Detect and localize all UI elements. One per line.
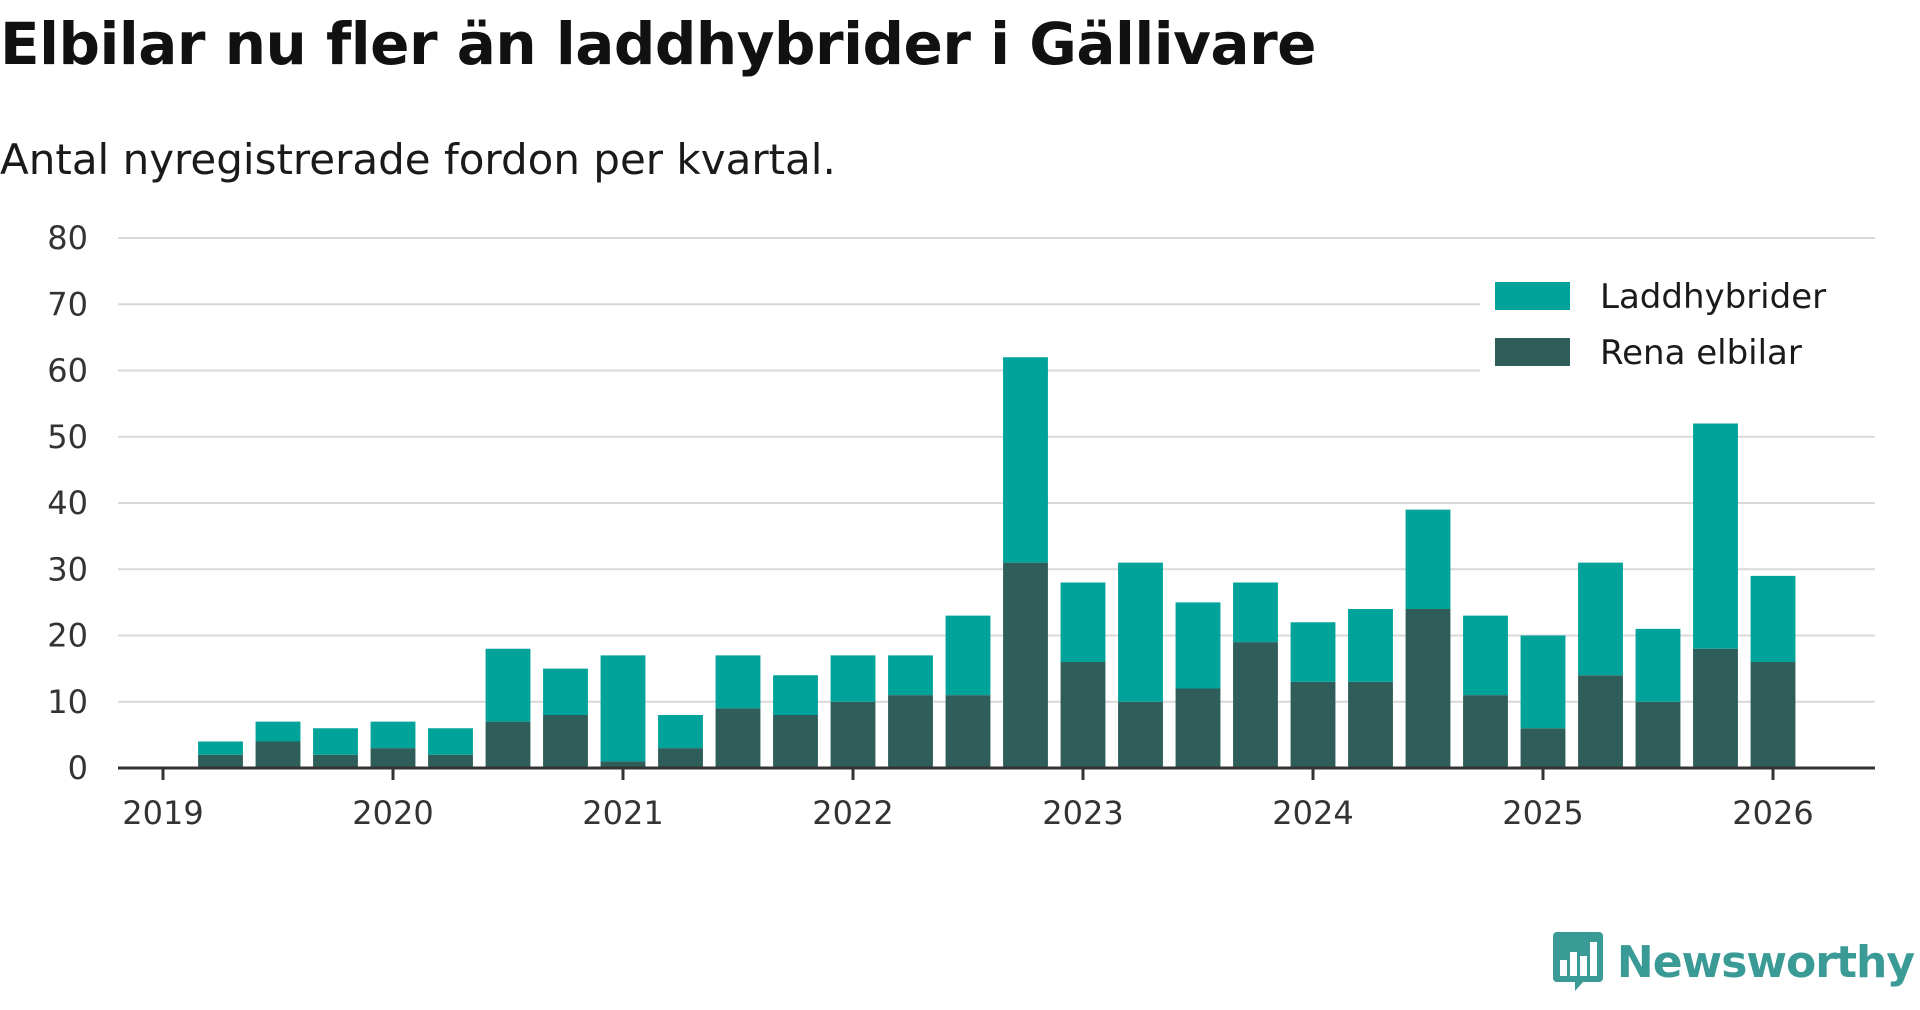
x-tick-label-2021: 2021 [582, 794, 663, 832]
x-tick-label-2022: 2022 [812, 794, 893, 832]
y-tick-label-10: 10 [47, 683, 88, 721]
bar-rena-elbilar-2024-Q1 [1290, 681, 1336, 768]
bar-laddhybrider-2025-Q2 [1578, 562, 1623, 676]
bar-laddhybrider-2022-Q3 [945, 615, 991, 696]
bar-laddhybrider-2024-Q3 [1405, 509, 1451, 609]
bar-laddhybrider-2024-Q2 [1348, 609, 1393, 682]
legend-label-rena-elbilar: Rena elbilar [1600, 333, 1802, 373]
bar-laddhybrider-2020-Q4 [543, 668, 588, 715]
bar-laddhybrider-2025-Q4 [1693, 423, 1738, 649]
bar-laddhybrider-2023-Q2 [1118, 562, 1163, 702]
legend-swatch-laddhybrider [1495, 282, 1570, 310]
bar-rena-elbilar-2024-Q4 [1463, 695, 1508, 768]
bar-rena-elbilar-2022-Q1 [830, 701, 876, 768]
bar-laddhybrider-2019-Q4 [313, 728, 358, 755]
bar-laddhybrider-2022-Q1 [830, 655, 876, 702]
brand-name: Newsworthy [1616, 936, 1915, 988]
bar-rena-elbilar-2020-Q3 [485, 721, 531, 768]
x-tick-label-2020: 2020 [352, 794, 433, 832]
bar-laddhybrider-2023-Q3 [1175, 602, 1221, 689]
chart-title: Elbilar nu fler än laddhybrider i Gälliv… [0, 10, 1317, 78]
bar-laddhybrider-2021-Q3 [715, 655, 761, 709]
bar-rena-elbilar-2025-Q3 [1635, 701, 1681, 768]
bar-rena-elbilar-2022-Q3 [945, 695, 991, 768]
x-tick-label-2025: 2025 [1502, 794, 1583, 832]
y-tick-label-40: 40 [47, 484, 88, 522]
bar-rena-elbilar-2026-Q1 [1750, 662, 1796, 768]
bar-rena-elbilar-2023-Q4 [1233, 642, 1278, 768]
bar-rena-elbilar-2023-Q3 [1175, 688, 1221, 768]
bar-laddhybrider-2022-Q4 [1003, 357, 1048, 563]
bar-rena-elbilar-2022-Q2 [888, 695, 933, 768]
brand-logo: Newsworthy [1552, 932, 1915, 992]
bar-rena-elbilar-2019-Q4 [313, 754, 358, 768]
y-tick-label-60: 60 [47, 352, 88, 390]
bar-rena-elbilar-2019-Q2 [198, 754, 243, 768]
y-tick-label-80: 80 [47, 219, 88, 257]
bar-rena-elbilar-2019-Q3 [255, 741, 301, 768]
bar-laddhybrider-2020-Q1 [370, 721, 416, 749]
bar-rena-elbilar-2024-Q3 [1405, 609, 1451, 768]
bar-laddhybrider-2019-Q3 [255, 721, 301, 742]
bar-rena-elbilar-2020-Q4 [543, 715, 588, 768]
y-tick-label-70: 70 [47, 285, 88, 323]
bar-laddhybrider-2023-Q4 [1233, 582, 1278, 643]
bar-rena-elbilar-2021-Q3 [715, 708, 761, 768]
bar-laddhybrider-2021-Q2 [658, 715, 703, 749]
x-tick-label-2026: 2026 [1732, 794, 1813, 832]
bar-rena-elbilar-2021-Q4 [773, 715, 818, 768]
bar-laddhybrider-2020-Q2 [428, 728, 473, 755]
bar-laddhybrider-2021-Q4 [773, 675, 818, 715]
bar-rena-elbilar-2024-Q2 [1348, 681, 1393, 768]
y-tick-label-30: 30 [47, 550, 88, 588]
bar-rena-elbilar-2023-Q2 [1118, 701, 1163, 768]
y-tick-label-50: 50 [47, 418, 88, 456]
legend-label-laddhybrider: Laddhybrider [1600, 277, 1826, 317]
bar-rena-elbilar-2025-Q1 [1520, 728, 1566, 768]
bar-laddhybrider-2023-Q1 [1060, 582, 1106, 662]
bar-rena-elbilar-2023-Q1 [1060, 662, 1106, 768]
chart-subtitle: Antal nyregistrerade fordon per kvartal. [0, 135, 836, 184]
legend-swatch-rena-elbilar [1495, 338, 1570, 366]
bar-rena-elbilar-2021-Q2 [658, 748, 703, 768]
bar-rena-elbilar-2020-Q2 [428, 754, 473, 768]
bar-laddhybrider-2019-Q2 [198, 741, 243, 755]
bar-laddhybrider-2021-Q1 [600, 655, 646, 762]
bar-rena-elbilar-2025-Q4 [1693, 648, 1738, 768]
bar-laddhybrider-2024-Q1 [1290, 622, 1336, 682]
bar-chart-speech-bubble-icon [1552, 932, 1603, 991]
x-tick-label-2023: 2023 [1042, 794, 1123, 832]
bar-laddhybrider-2024-Q4 [1463, 615, 1508, 696]
bar-laddhybrider-2026-Q1 [1750, 575, 1796, 662]
bar-laddhybrider-2022-Q2 [888, 655, 933, 696]
bar-laddhybrider-2025-Q3 [1635, 628, 1681, 702]
bar-rena-elbilar-2022-Q4 [1003, 562, 1048, 768]
bar-laddhybrider-2025-Q1 [1520, 635, 1566, 729]
bar-laddhybrider-2020-Q3 [485, 648, 531, 722]
x-tick-label-2024: 2024 [1272, 794, 1353, 832]
bar-rena-elbilar-2025-Q2 [1578, 675, 1623, 768]
bar-rena-elbilar-2020-Q1 [370, 748, 416, 768]
bar-rena-elbilar-2021-Q1 [600, 761, 646, 768]
y-tick-label-20: 20 [47, 617, 88, 655]
x-tick-label-2019: 2019 [122, 794, 203, 832]
y-tick-label-0: 0 [68, 749, 88, 787]
